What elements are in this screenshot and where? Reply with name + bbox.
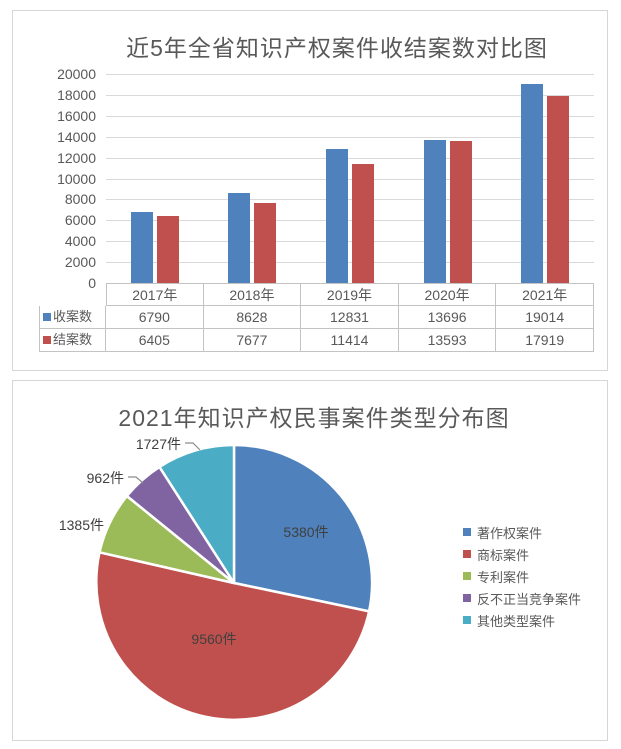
y-axis-tick-label: 2000 xyxy=(64,254,96,271)
legend-swatch xyxy=(463,594,471,602)
y-axis-tick-label: 16000 xyxy=(57,107,96,124)
legend-item-其他类型案件: 其他类型案件 xyxy=(463,609,581,631)
y-axis-tick-label: 6000 xyxy=(64,212,96,229)
table-year-header: 2021年 xyxy=(496,283,594,306)
pie-data-label-专利案件: 1385件 xyxy=(59,517,104,533)
gridline xyxy=(106,74,594,75)
gridline xyxy=(106,241,594,243)
series-key-swatch xyxy=(43,336,51,344)
gridline xyxy=(106,199,594,201)
table-year-header: 2019年 xyxy=(301,283,399,306)
y-axis-tick-label: 18000 xyxy=(57,86,96,103)
bar-chart-data-table: 2017年 2018年 2019年 2020年 2021年收案数 6790 8628 1283… xyxy=(39,283,594,352)
table-value-cell: 11414 xyxy=(301,329,399,352)
gridline xyxy=(106,136,594,138)
bar-结案数-2018年 xyxy=(254,202,277,283)
bar-结案数-2017年 xyxy=(156,216,179,283)
table-value-cell: 13593 xyxy=(398,329,497,352)
table-series-label: 收案数 xyxy=(39,306,106,329)
gridline xyxy=(106,178,594,180)
y-axis-tick-label: 12000 xyxy=(57,149,96,166)
bar-收案数-2021年 xyxy=(521,84,544,283)
gridline xyxy=(106,115,594,117)
pie-chart-title: 2021年知识产权民事案件类型分布图 xyxy=(118,405,510,431)
leader-line-反不正当竞争案件 xyxy=(128,476,144,484)
y-axis-tick-label: 0 xyxy=(88,275,96,291)
table-value-cell: 6405 xyxy=(106,329,204,352)
bar-收案数-2019年 xyxy=(326,148,348,283)
table-year-header: 2017年 xyxy=(106,283,204,306)
pie-chart: 5380件 9560件 1385件 962件 1727件 xyxy=(59,436,374,722)
table-value-cell: 7677 xyxy=(203,329,302,352)
y-axis-tick-label: 4000 xyxy=(64,233,96,250)
gridline xyxy=(106,262,594,264)
bar-收案数-2020年 xyxy=(423,139,446,283)
legend-item-著作权案件: 著作权案件 xyxy=(463,521,581,543)
gridline xyxy=(106,157,594,159)
bar-结案数-2021年 xyxy=(547,95,570,283)
y-axis-tick-label: 14000 xyxy=(57,128,96,145)
y-axis-tick-label: 20000 xyxy=(57,66,96,82)
bar-结案数-2019年 xyxy=(352,163,374,283)
pie-chart-panel: 2021年知识产权民事案件类型分布图 5380件 9560件 1385件 962件 17… xyxy=(12,380,608,741)
bar-chart-panel: 近5年全省知识产权案件收结案数对比图 0 2000 4000 6000 8000 1000… xyxy=(12,10,608,371)
bar-结案数-2020年 xyxy=(449,140,472,283)
pie-data-label-反不正当竞争案件: 962件 xyxy=(87,470,124,486)
legend-swatch xyxy=(463,572,471,580)
legend-item-专利案件: 专利案件 xyxy=(463,565,581,587)
series-key-swatch xyxy=(43,313,51,321)
leader-line-其他类型案件 xyxy=(185,442,201,451)
pie-slice-著作权案件 xyxy=(232,443,374,613)
pie-chart-legend: 著作权案件商标案件专利案件反不正当竞争案件 其他类型案件 xyxy=(463,521,581,631)
pie-data-label-著作权案件: 5380件 xyxy=(283,524,328,540)
legend-label: 反不正当竞争案件 xyxy=(477,591,582,607)
table-year-header: 2018年 xyxy=(203,283,302,306)
pie-slice-其他类型案件 xyxy=(158,443,236,585)
bar-chart-plot-area xyxy=(106,74,594,284)
pie-slice-商标案件 xyxy=(95,551,371,722)
table-value-cell: 13696 xyxy=(398,306,497,329)
legend-item-反不正当竞争案件: 反不正当竞争案件 xyxy=(463,587,581,609)
table-value-cell: 17919 xyxy=(496,329,594,352)
legend-swatch xyxy=(463,616,471,624)
gridline xyxy=(106,220,594,222)
legend-label: 商标案件 xyxy=(477,547,530,563)
y-axis-tick-label: 8000 xyxy=(64,191,96,208)
legend-label: 专利案件 xyxy=(477,569,530,585)
legend-label: 其他类型案件 xyxy=(477,613,556,629)
table-year-header: 2020年 xyxy=(398,283,497,306)
bar-收案数-2018年 xyxy=(228,192,251,283)
pie-data-label-商标案件: 9560件 xyxy=(191,631,236,647)
table-value-cell: 19014 xyxy=(496,306,594,329)
bar-收案数-2017年 xyxy=(130,212,153,283)
bar-chart-title: 近5年全省知识产权案件收结案数对比图 xyxy=(126,35,548,61)
table-value-cell: 12831 xyxy=(301,306,399,329)
table-value-cell: 6790 xyxy=(106,306,204,329)
legend-swatch xyxy=(463,528,471,536)
legend-swatch xyxy=(463,550,471,558)
table-value-cell: 8628 xyxy=(203,306,302,329)
table-corner-spacer xyxy=(39,283,106,306)
gridline xyxy=(106,94,594,96)
legend-label: 著作权案件 xyxy=(477,525,543,541)
table-series-label: 结案数 xyxy=(39,329,106,352)
legend-item-商标案件: 商标案件 xyxy=(463,543,581,565)
y-axis-tick-label: 10000 xyxy=(57,170,96,187)
pie-data-label-其他类型案件: 1727件 xyxy=(136,436,181,452)
